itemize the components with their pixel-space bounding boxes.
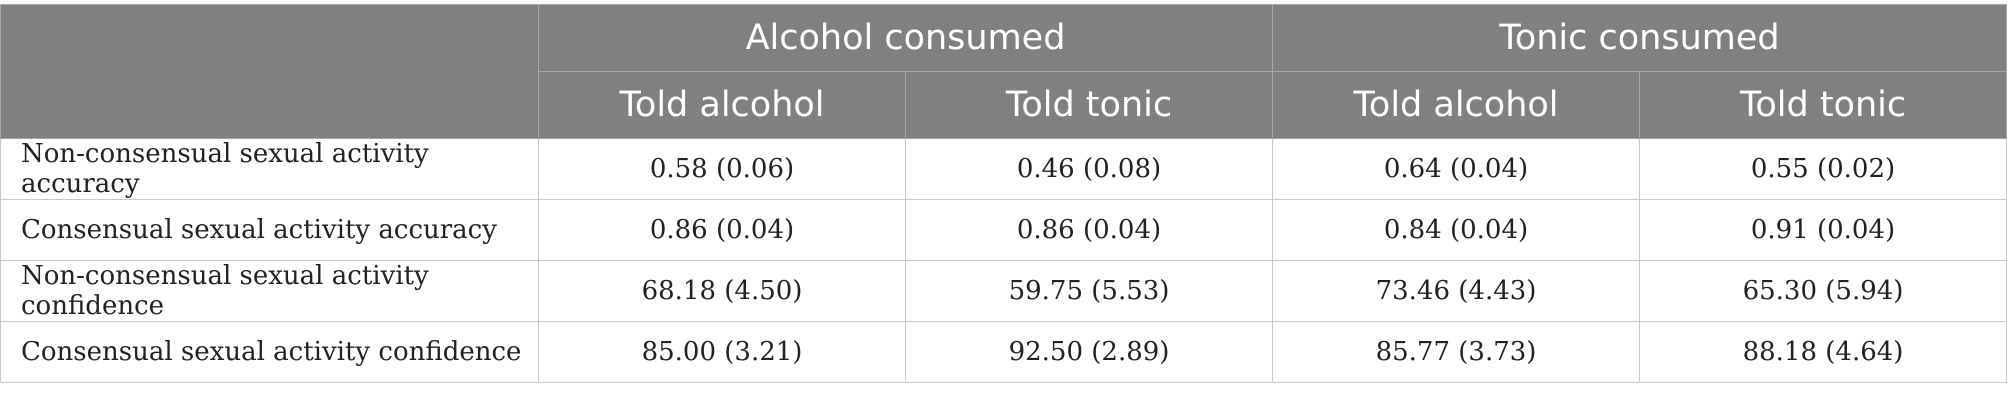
results-table: Alcohol consumed Tonic consumed Told alc… [0,4,2008,383]
table-cell: 92.50 (2.89) [905,321,1273,383]
header-corner-cell [0,4,539,139]
header-tonic-told-tonic: Told tonic [1638,71,2008,139]
row-label: Non-consensual sexual activity confidenc… [0,260,539,322]
table-row: Non-consensual sexual activity accuracy … [0,138,2008,200]
header-group-row: Alcohol consumed Tonic consumed [0,4,2008,139]
table-cell: 68.18 (4.50) [538,260,906,322]
table-header: Alcohol consumed Tonic consumed Told alc… [0,4,2008,139]
table-cell: 59.75 (5.53) [905,260,1273,322]
header-group-tonic-consumed: Tonic consumed [1271,4,2008,72]
table-cell: 0.46 (0.08) [905,138,1273,200]
table-row: Consensual sexual activity confidence 85… [0,321,2008,383]
table-cell: 73.46 (4.43) [1272,260,1640,322]
table-cell: 0.91 (0.04) [1638,199,2008,261]
table-cell: 0.84 (0.04) [1272,199,1640,261]
header-alcohol-told-alcohol: Told alcohol [538,71,906,139]
table-cell: 0.58 (0.06) [538,138,906,200]
table-cell: 85.77 (3.73) [1272,321,1640,383]
table-cell: 0.86 (0.04) [538,199,906,261]
table-row: Non-consensual sexual activity confidenc… [0,260,2008,322]
table-cell: 0.86 (0.04) [905,199,1273,261]
header-alcohol-told-tonic: Told tonic [905,71,1273,139]
table-cell: 65.30 (5.94) [1638,260,2008,322]
header-tonic-told-alcohol: Told alcohol [1272,71,1640,139]
table-row: Consensual sexual activity accuracy 0.86… [0,199,2008,261]
table-cell: 0.64 (0.04) [1272,138,1640,200]
header-group-alcohol-consumed: Alcohol consumed [538,4,1273,72]
row-label: Consensual sexual activity accuracy [0,199,539,261]
table-body: Non-consensual sexual activity accuracy … [0,138,2008,383]
table-cell: 85.00 (3.21) [538,321,906,383]
row-label: Non-consensual sexual activity accuracy [0,138,539,200]
table-cell: 88.18 (4.64) [1638,321,2008,383]
row-label: Consensual sexual activity confidence [0,321,539,383]
table-cell: 0.55 (0.02) [1638,138,2008,200]
header-subgroup-row: Told alcohol Told tonic Told alcohol Tol… [1,71,2008,139]
